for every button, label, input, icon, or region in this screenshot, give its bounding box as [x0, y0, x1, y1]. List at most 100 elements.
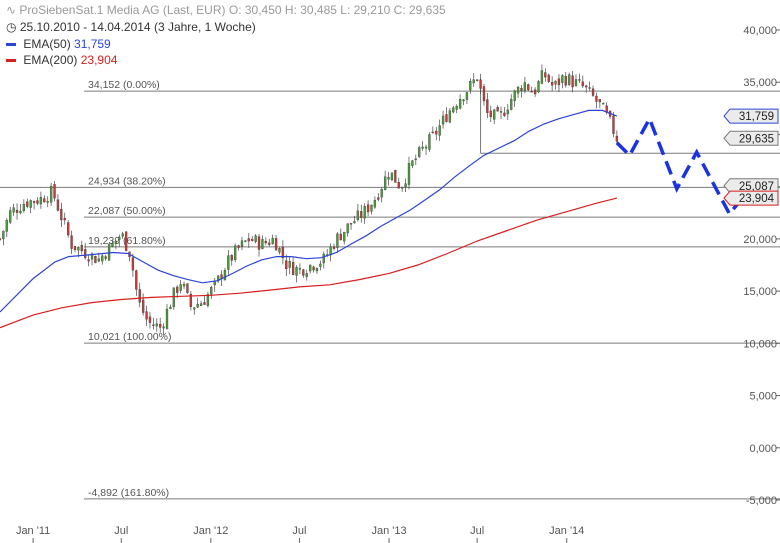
candle-body-1 [2, 230, 5, 240]
candle-body-114 [387, 177, 390, 180]
candle-body-84 [285, 260, 288, 270]
candle-body-66 [223, 270, 227, 280]
candle-body-57 [193, 307, 196, 310]
candle-body-9 [29, 200, 32, 208]
candle-body-15 [49, 185, 53, 203]
candle-body-107 [363, 206, 366, 219]
candle-body-128 [435, 130, 438, 135]
candle-body-25 [84, 249, 87, 258]
price-label-box-1 [723, 130, 779, 146]
candle-body-16 [53, 184, 56, 199]
candle-body-10 [32, 201, 36, 203]
indicator-lines [0, 109, 756, 329]
candle-body-33 [111, 243, 114, 247]
candle-body-150 [510, 98, 513, 110]
candle-body-101 [343, 231, 346, 242]
candle-body-103 [349, 223, 353, 225]
candle-body-161 [547, 74, 550, 82]
candle-body-51 [172, 287, 175, 308]
candle-body-115 [390, 172, 394, 181]
y-tick-label-1: 35,000 [743, 77, 777, 89]
candle-body-176 [598, 99, 602, 103]
candle-body-40 [135, 270, 138, 290]
candle-body-64 [216, 275, 220, 282]
candle-body-138 [469, 81, 472, 91]
candle-body-59 [199, 303, 203, 306]
candle-body-106 [360, 211, 363, 218]
ohlc-readout: O: 30,450 H: 30,485 L: 29,210 C: 29,635 [228, 3, 446, 17]
candle-body-24 [80, 244, 83, 252]
candle-body-169 [574, 79, 578, 86]
x-tick-label-0: Jan '11 [16, 525, 50, 537]
candle-body-6 [19, 210, 22, 214]
candle-body-170 [578, 79, 581, 81]
candle-body-78 [264, 240, 267, 244]
candle-body-95 [322, 253, 325, 264]
candle-body-173 [588, 87, 591, 89]
candle-body-69 [234, 245, 237, 261]
candle-body-171 [581, 81, 584, 87]
candle-body-45 [152, 324, 155, 326]
candle-body-11 [36, 200, 39, 204]
candle-body-87 [295, 267, 298, 276]
candle-body-162 [550, 81, 554, 86]
candle-body-86 [291, 262, 295, 275]
x-axis: Jan '11 Jul Jan '12 Jul Jan '13 Jul Jan '14 [16, 525, 584, 543]
series-line-forecast [615, 114, 756, 217]
candle-body-137 [465, 92, 469, 100]
candle-body-35 [118, 236, 121, 241]
y-tick-label-0: 40,000 [743, 25, 777, 37]
candle-body-74 [251, 239, 254, 241]
candle-body-70 [237, 245, 240, 248]
candle-body-160 [544, 72, 547, 78]
candle-body-177 [602, 103, 605, 105]
candle-body-92 [312, 266, 315, 271]
candle-body-90 [305, 273, 308, 277]
candle-body-22 [73, 246, 77, 250]
y-tick-label-8: 0,000 [749, 443, 777, 455]
candle-body-157 [533, 89, 537, 95]
candle-body-116 [394, 169, 397, 183]
candle-body-58 [196, 304, 199, 308]
candle-body-118 [401, 187, 404, 189]
candle-body-80 [271, 238, 274, 245]
candle-body-132 [448, 110, 452, 123]
candle-body-48 [162, 326, 165, 329]
candle-body-142 [482, 86, 486, 101]
candle-body-120 [407, 163, 411, 185]
candle-body-60 [203, 302, 206, 305]
fib-label-5: -4,892 (161.80%) [88, 487, 169, 499]
candle-body-2 [5, 220, 8, 232]
fib-label-1: 24,934 (38.20%) [88, 175, 166, 187]
candle-body-85 [288, 261, 291, 268]
candle-body-166 [564, 76, 567, 86]
candle-body-168 [571, 75, 574, 88]
candle-body-83 [281, 247, 285, 259]
candle-body-156 [530, 90, 533, 93]
candle-body-30 [101, 255, 104, 262]
candle-body-102 [346, 223, 349, 234]
candle-body-76 [257, 236, 261, 250]
candle-body-56 [189, 293, 193, 307]
candle-body-53 [179, 284, 182, 291]
candlestick-series [0, 64, 619, 336]
candle-body-46 [155, 323, 158, 327]
candle-body-105 [356, 210, 360, 221]
candle-body-159 [540, 70, 544, 84]
candle-body-134 [455, 106, 458, 110]
candle-body-109 [370, 204, 373, 212]
candle-body-110 [373, 199, 377, 208]
candle-body-79 [268, 242, 271, 245]
candle-body-153 [520, 88, 523, 92]
candle-body-163 [554, 80, 557, 85]
candle-body-42 [141, 299, 145, 313]
candle-body-0 [0, 238, 2, 240]
candle-body-27 [90, 253, 94, 260]
candle-body-181 [615, 135, 619, 142]
candle-body-55 [186, 283, 189, 293]
legend-ema200: EMA(200) 23,904 [6, 53, 117, 67]
candle-body-77 [261, 239, 264, 250]
candle-body-127 [431, 131, 434, 134]
candle-body-148 [503, 112, 506, 116]
candle-body-136 [462, 99, 465, 102]
